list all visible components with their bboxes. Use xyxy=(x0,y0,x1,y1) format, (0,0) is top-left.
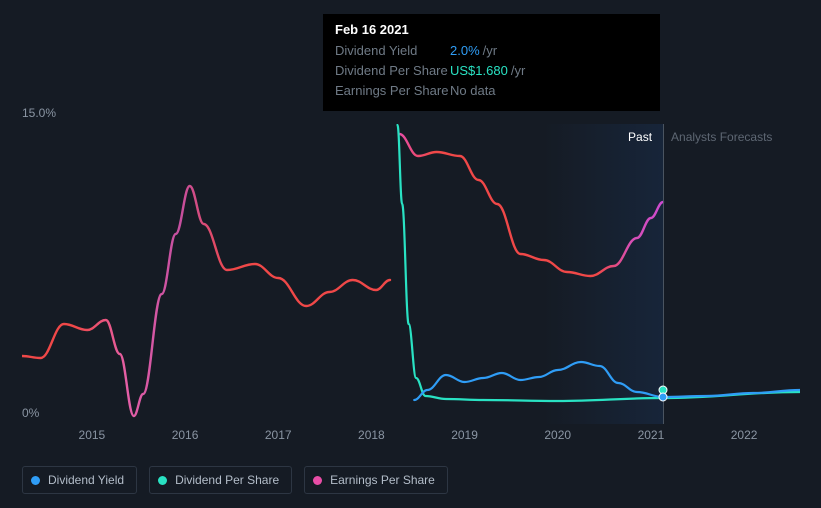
series-line xyxy=(22,186,390,416)
legend-dot-icon xyxy=(31,476,40,485)
chart-container: 15.0% 0% Past Analysts Forecasts 2015201… xyxy=(22,106,800,456)
series-line xyxy=(414,362,800,400)
tooltip-row: Earnings Per ShareNo data xyxy=(335,81,648,101)
x-axis-label: 2022 xyxy=(731,428,758,442)
x-axis-label: 2020 xyxy=(544,428,571,442)
tooltip-row-label: Dividend Per Share xyxy=(335,61,450,81)
tooltip-row-label: Earnings Per Share xyxy=(335,81,450,101)
tooltip-row: Dividend Yield2.0%/yr xyxy=(335,41,648,61)
x-axis-label: 2017 xyxy=(265,428,292,442)
tooltip-row: Dividend Per ShareUS$1.680/yr xyxy=(335,61,648,81)
chart-svg xyxy=(22,124,800,424)
past-label: Past xyxy=(628,130,652,144)
y-axis-max: 15.0% xyxy=(22,106,56,120)
x-axis-label: 2015 xyxy=(79,428,106,442)
tooltip-row-value: US$1.680 xyxy=(450,61,508,81)
tooltip-row-unit: /yr xyxy=(483,41,497,61)
tooltip-row-value: 2.0% xyxy=(450,41,480,61)
chart-legend: Dividend Yield Dividend Per Share Earnings… xyxy=(22,466,448,494)
tooltip-row-value: No data xyxy=(450,81,496,101)
legend-label: Dividend Per Share xyxy=(175,473,279,487)
legend-dot-icon xyxy=(158,476,167,485)
tooltip-row-unit: /yr xyxy=(511,61,525,81)
legend-item[interactable]: Dividend Per Share xyxy=(149,466,292,494)
tooltip-date: Feb 16 2021 xyxy=(335,22,648,37)
x-axis-label: 2019 xyxy=(451,428,478,442)
forecast-label: Analysts Forecasts xyxy=(671,130,772,144)
chart-plot-area[interactable]: Past Analysts Forecasts xyxy=(22,124,800,424)
tooltip-row-label: Dividend Yield xyxy=(335,41,450,61)
series-line xyxy=(397,125,800,401)
legend-dot-icon xyxy=(313,476,322,485)
series-line xyxy=(399,134,663,276)
x-axis-label: 2018 xyxy=(358,428,385,442)
legend-item[interactable]: Dividend Yield xyxy=(22,466,137,494)
chart-tooltip: Feb 16 2021 Dividend Yield2.0%/yrDividen… xyxy=(323,14,660,111)
cursor-line xyxy=(663,124,664,424)
legend-label: Dividend Yield xyxy=(48,473,124,487)
x-axis-label: 2016 xyxy=(172,428,199,442)
legend-label: Earnings Per Share xyxy=(330,473,435,487)
x-axis-labels: 2015 2016 2017 2018 2019 2020 2021 2022 xyxy=(22,428,800,446)
series-marker xyxy=(659,393,668,402)
x-axis-label: 2021 xyxy=(638,428,665,442)
legend-item[interactable]: Earnings Per Share xyxy=(304,466,448,494)
